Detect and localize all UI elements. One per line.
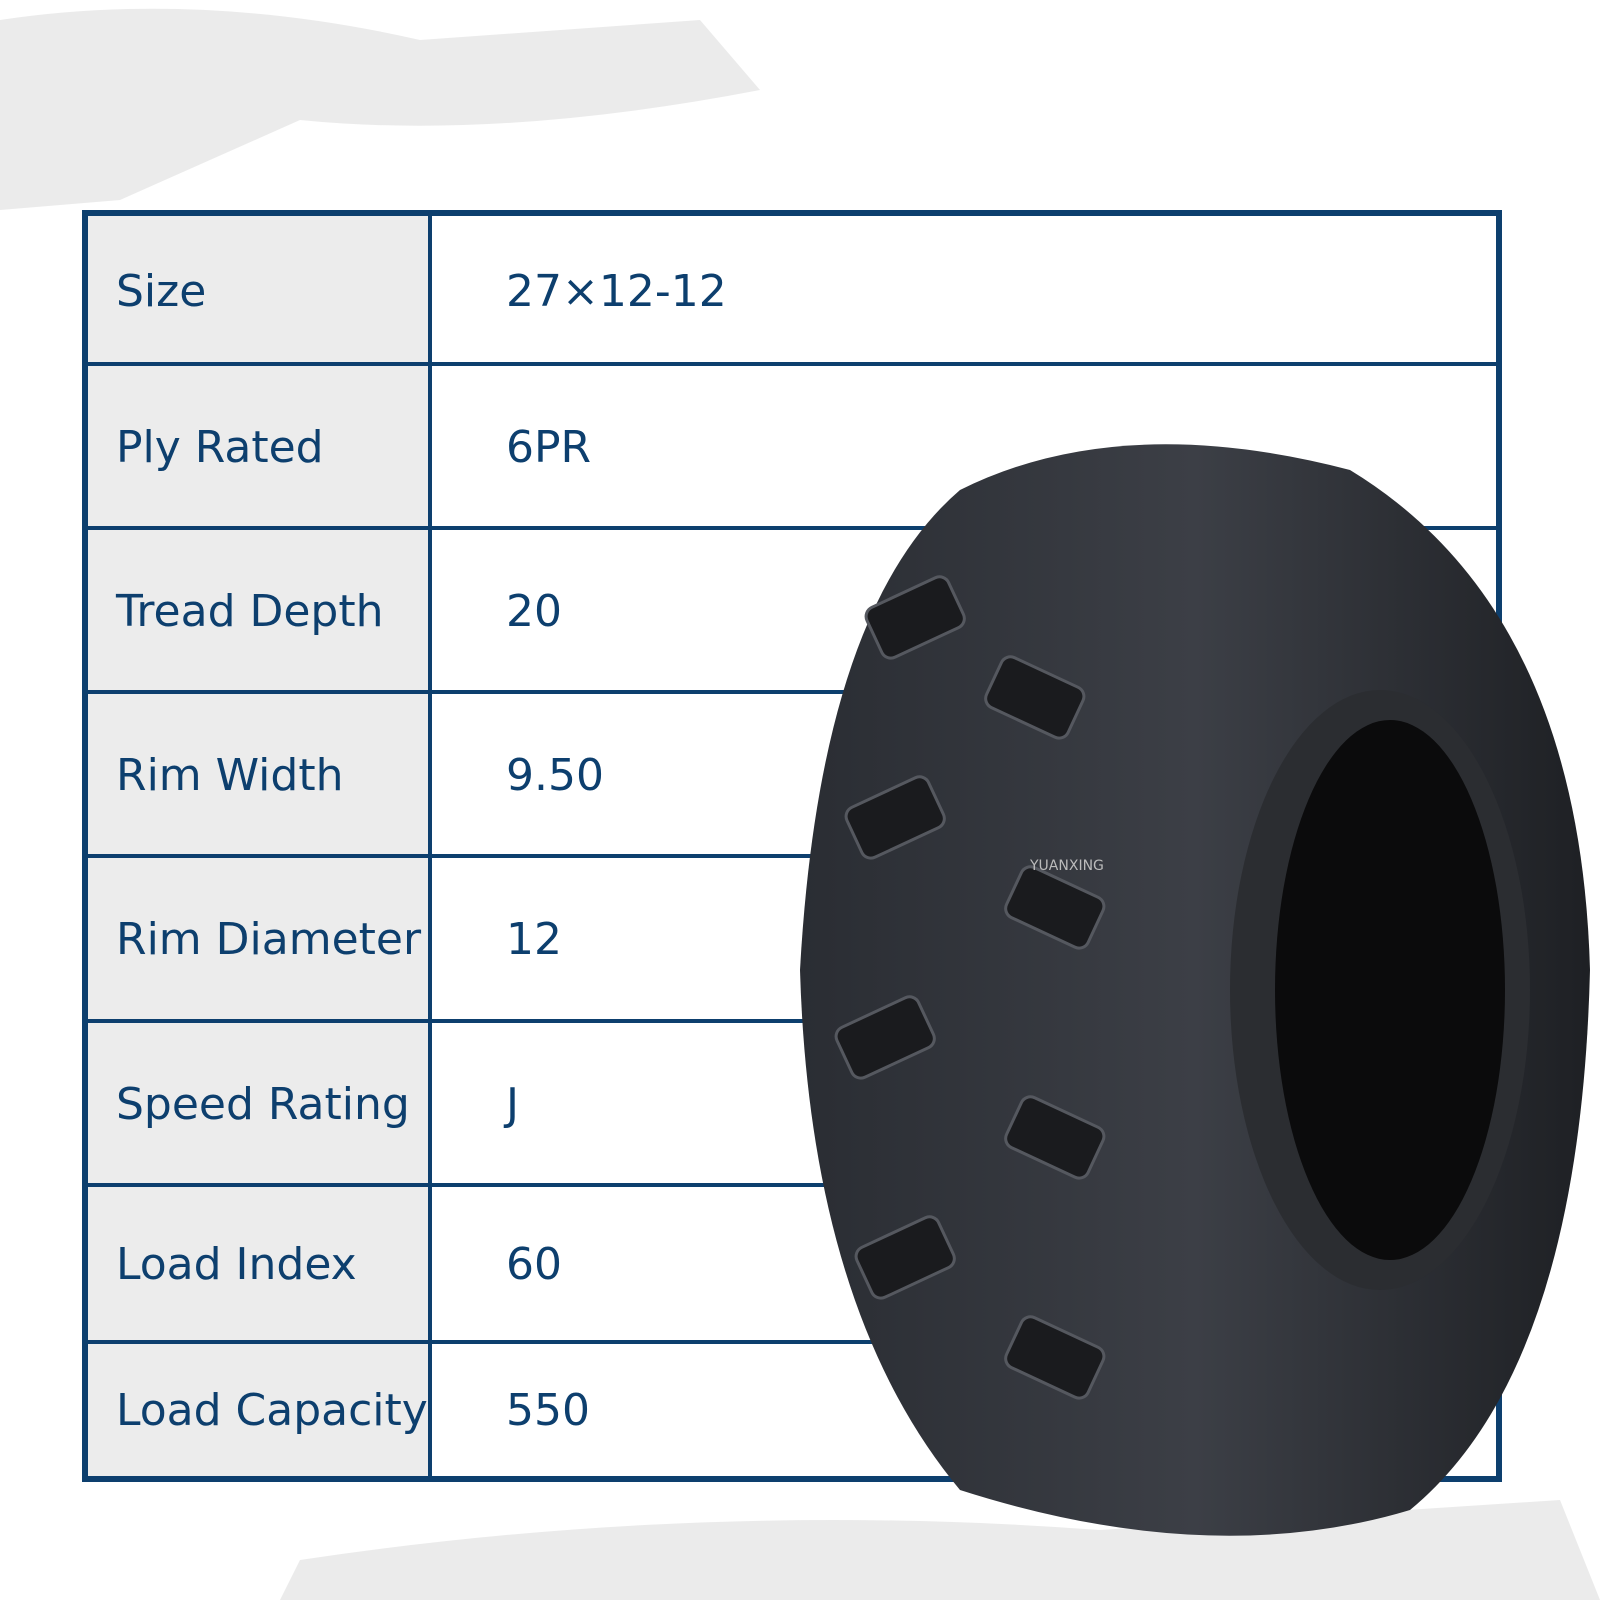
tire-image: YUANXING [800, 444, 1590, 1536]
spec-label: Rim Diameter [88, 858, 432, 1021]
spec-value: 6PR [506, 421, 592, 473]
spec-row-load-capacity: Load Capacity 550 [88, 1340, 1496, 1476]
spec-row-ply-rated: Ply Rated 6PR [88, 362, 1496, 528]
spec-label: Tread Depth [88, 530, 432, 692]
spec-row-tread-depth: Tread Depth 20 [88, 526, 1496, 692]
spec-row-load-index: Load Index 60 [88, 1183, 1496, 1342]
spec-row-rim-width: Rim Width 9.50 [88, 690, 1496, 856]
spec-row-size: Size 27×12-12 [88, 216, 1496, 366]
spec-value: 550 [506, 1384, 590, 1436]
spec-label: Speed Rating [88, 1023, 432, 1185]
spec-label: Size [88, 216, 432, 366]
spec-value: 60 [506, 1239, 562, 1290]
spec-value: 9.50 [506, 749, 604, 801]
spec-value: 20 [506, 585, 562, 637]
spec-label: Ply Rated [88, 366, 432, 528]
spec-value: 12 [506, 914, 562, 965]
spec-label: Rim Width [88, 694, 432, 856]
tire-brand-text: YUANXING [1029, 858, 1104, 874]
spec-label: Load Index [88, 1187, 432, 1342]
spec-value: 27×12-12 [506, 265, 727, 317]
spec-row-speed-rating: Speed Rating J [88, 1019, 1496, 1185]
spec-value: J [506, 1078, 519, 1130]
spec-row-rim-diameter: Rim Diameter 12 [88, 854, 1496, 1021]
spec-label: Load Capacity [88, 1344, 432, 1476]
